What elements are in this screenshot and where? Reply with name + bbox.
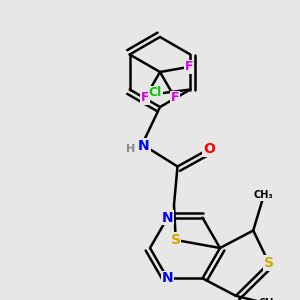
Text: S: S	[264, 256, 274, 270]
Text: N: N	[138, 139, 150, 152]
Text: N: N	[162, 271, 173, 285]
Text: F: F	[171, 91, 179, 104]
Text: F: F	[141, 91, 149, 104]
Text: F: F	[185, 60, 194, 73]
Text: Cl: Cl	[149, 86, 162, 100]
Text: S: S	[171, 233, 181, 247]
Text: CH₃: CH₃	[259, 298, 279, 300]
Text: N: N	[162, 211, 173, 225]
Text: CH₃: CH₃	[254, 190, 274, 200]
Text: H: H	[126, 145, 136, 154]
Text: O: O	[203, 142, 215, 156]
